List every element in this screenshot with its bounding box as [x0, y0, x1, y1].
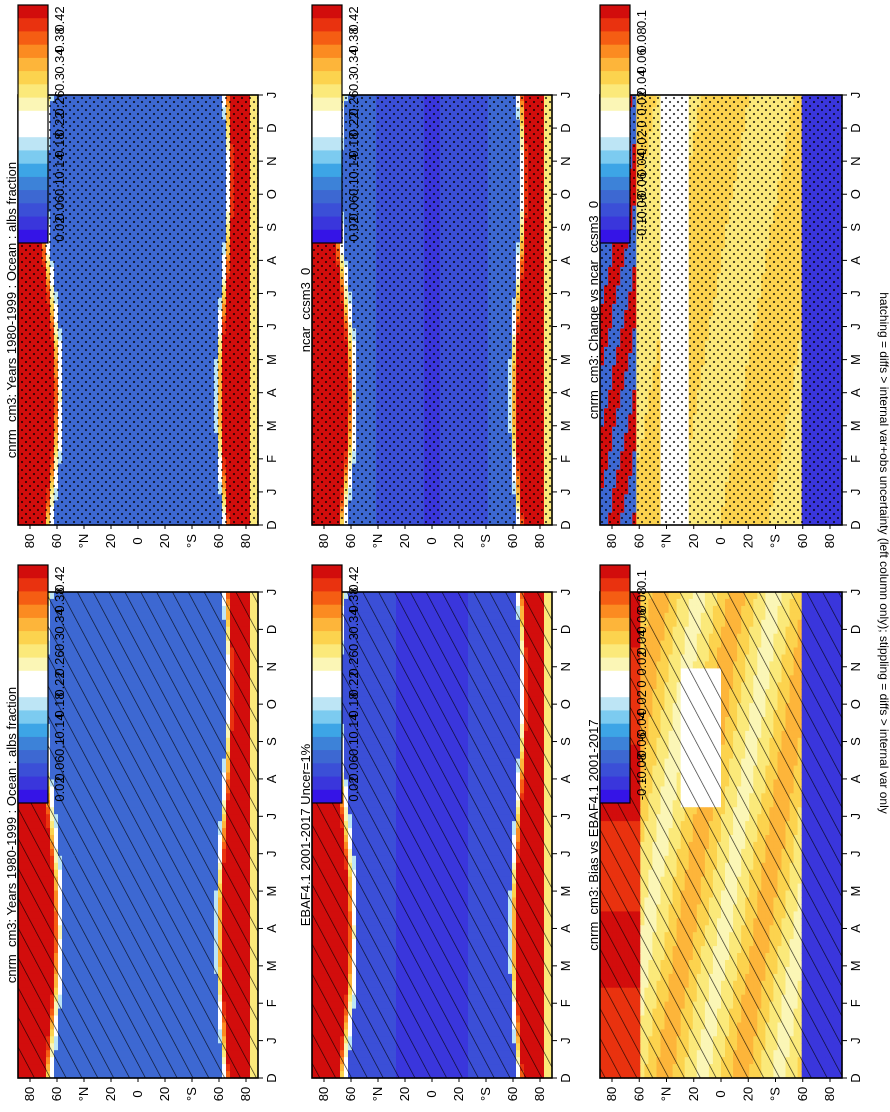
panel-1: cnrm_cm3: Years 1980-1999 : Ocean : albs…	[4, 565, 279, 1101]
